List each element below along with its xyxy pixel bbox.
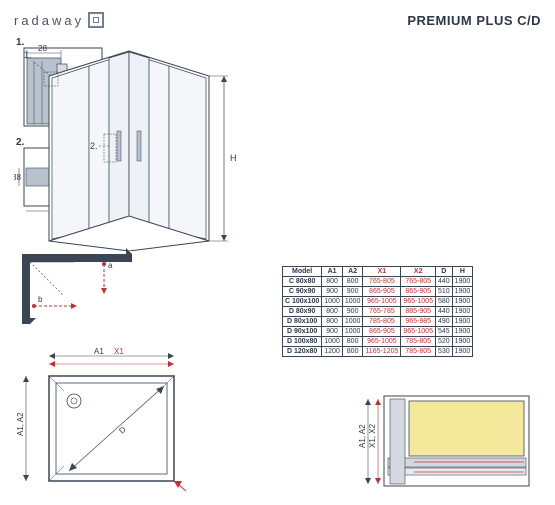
table-header: D [435, 267, 452, 277]
plan-bottom-dim-topx: X1 [114, 347, 124, 356]
table-row: D 90x1009001000865-905965-10055451900 [283, 327, 473, 337]
table-header: A1 [322, 267, 343, 277]
plan-right-dim-1: A1, A2 [358, 424, 367, 448]
table-row: C 80x80800800765-805765-8054401900 [283, 277, 473, 287]
table-row: C 100x10010001000965-1005965-10055801900 [283, 297, 473, 307]
iso-dim-h: H [230, 153, 237, 163]
table-row: D 100x801000800965-1005785-8055201900 [283, 337, 473, 347]
table-row: C 90x90900900865-905865-9055101900 [283, 287, 473, 297]
plan-top: a b [14, 246, 149, 336]
header: radaway PREMIUM PLUS C/D [14, 8, 541, 32]
table-header: H [452, 267, 473, 277]
table-header: X2 [401, 267, 436, 277]
table-header: X1 [363, 267, 401, 277]
content: 1. 28 10-70 2. [14, 36, 541, 496]
plan-right-dim-2: X1, X2 [368, 423, 377, 448]
brand-logo-icon [88, 12, 104, 28]
plan-top-a: a [108, 261, 113, 270]
product-title: PREMIUM PLUS C/D [407, 13, 541, 28]
iso-ref-1: 1. [24, 50, 32, 60]
iso-ref-2: 2. [90, 141, 98, 151]
iso-view: 1. 2. H [14, 36, 244, 251]
plan-bottom-dim-left: A1, A2 [16, 412, 25, 436]
table-header: A2 [342, 267, 363, 277]
plan-bottom-dim-top: A1 [94, 347, 104, 356]
table-row: D 80x1008001000785-805965-9854901900 [283, 317, 473, 327]
plan-bottom: A1 X1 A1, A2 D [14, 346, 199, 496]
spec-table-panel: ModelA1A2X1X2DH C 80x80800800765-805765-… [282, 266, 473, 357]
brand: radaway [14, 12, 104, 28]
plan-right: A1, A2 X1, X2 [354, 386, 539, 496]
table-header: Model [283, 267, 322, 277]
spec-table: ModelA1A2X1X2DH C 80x80800800765-805765-… [282, 266, 473, 357]
table-row: D 80x90800900765-785885-9054401900 [283, 307, 473, 317]
table-row: D 120x8012008001165-1205785-8055301900 [283, 347, 473, 357]
brand-text: radaway [14, 13, 84, 28]
plan-top-b: b [38, 295, 43, 304]
